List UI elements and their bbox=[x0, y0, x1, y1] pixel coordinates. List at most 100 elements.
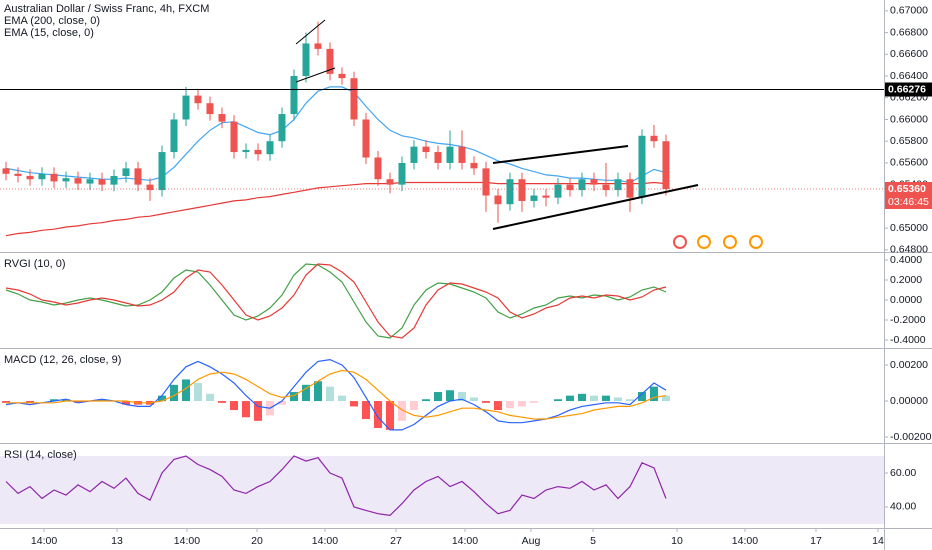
histogram-bar bbox=[661, 395, 670, 402]
histogram-bar bbox=[73, 401, 82, 403]
legend-entry: EMA (200, close, 0) bbox=[4, 15, 100, 27]
candle-body bbox=[374, 157, 382, 180]
last-price-box bbox=[885, 182, 932, 209]
histogram-bar bbox=[553, 399, 562, 402]
histogram-bar bbox=[241, 401, 250, 418]
histogram-bar bbox=[637, 392, 646, 402]
y-tick-label: 0.65600 bbox=[890, 157, 928, 169]
histogram-bar bbox=[61, 399, 70, 402]
histogram-bar bbox=[121, 401, 130, 405]
candle-body bbox=[158, 152, 166, 191]
histogram-bar bbox=[289, 392, 298, 402]
event-icons bbox=[673, 235, 763, 249]
histogram-bar bbox=[1, 401, 10, 403]
candle-body bbox=[458, 146, 466, 163]
candle-body bbox=[314, 43, 322, 49]
candle-body bbox=[110, 175, 118, 185]
y-tick-label: -0.00200 bbox=[890, 431, 932, 443]
y-tick-label: 0.2000 bbox=[890, 274, 922, 286]
histogram-bar bbox=[193, 383, 202, 402]
candle-body bbox=[566, 184, 574, 191]
candle-body bbox=[50, 173, 58, 182]
trend-line bbox=[492, 145, 629, 164]
y-tick-label: 40.00 bbox=[890, 501, 916, 513]
event-icon bbox=[673, 235, 687, 249]
histogram-bar bbox=[337, 395, 346, 402]
candle-body bbox=[482, 168, 490, 196]
candle-body bbox=[98, 179, 106, 185]
candle-body bbox=[506, 179, 514, 205]
histogram-bar bbox=[169, 384, 178, 402]
histogram-bar bbox=[493, 401, 502, 411]
histogram-bar bbox=[601, 395, 610, 402]
candle-body bbox=[602, 184, 610, 191]
candle-body bbox=[62, 178, 70, 182]
candle-body bbox=[626, 179, 634, 198]
histogram-bar bbox=[589, 395, 598, 402]
countdown-label: 03:46:45 bbox=[888, 196, 929, 208]
y-tick-label: 0.4000 bbox=[890, 254, 922, 266]
histogram-bar bbox=[313, 381, 322, 402]
indicator-line bbox=[5, 263, 667, 339]
x-tick-label: 17 bbox=[810, 535, 822, 547]
histogram-bar bbox=[253, 401, 262, 421]
histogram-bar bbox=[301, 384, 310, 402]
candle-body bbox=[38, 173, 46, 180]
histogram-bar bbox=[433, 392, 442, 402]
histogram-bar bbox=[445, 390, 454, 402]
histogram-bar bbox=[421, 399, 430, 402]
histogram-bar bbox=[385, 401, 394, 430]
candle-body bbox=[74, 178, 82, 184]
histogram-bar bbox=[481, 401, 490, 403]
histogram-bar bbox=[229, 401, 238, 411]
legend-entry: EMA (15, close, 0) bbox=[4, 27, 94, 39]
histogram-bar bbox=[505, 401, 514, 409]
candle-body bbox=[242, 149, 250, 153]
y-tick-label: -0.2000 bbox=[890, 314, 926, 326]
x-tick-label: 14 bbox=[872, 535, 884, 547]
candle-body bbox=[530, 195, 538, 201]
candle-body bbox=[230, 121, 238, 153]
histogram-bar bbox=[325, 386, 334, 402]
candle-body bbox=[170, 119, 178, 153]
histogram-bar bbox=[613, 397, 622, 402]
candle-body bbox=[338, 73, 346, 79]
y-tick-label: 0.66600 bbox=[890, 48, 928, 60]
y-tick-label: 0.0000 bbox=[890, 294, 922, 306]
candle-body bbox=[470, 162, 478, 169]
y-tick-label: 0.67000 bbox=[890, 5, 928, 17]
candle-body bbox=[398, 162, 406, 185]
candle-body bbox=[290, 76, 298, 115]
y-tick-label: 0.66000 bbox=[890, 113, 928, 125]
pane-title: RVGI (10, 0) bbox=[4, 258, 66, 270]
candle-body bbox=[206, 103, 214, 115]
indicator-line bbox=[5, 455, 667, 517]
histogram-bar bbox=[649, 386, 658, 402]
histogram-bar bbox=[181, 379, 190, 402]
y-tick-label: 0.64800 bbox=[890, 244, 928, 256]
y-tick-label: 60.00 bbox=[890, 467, 916, 479]
histogram-bar bbox=[517, 401, 526, 407]
candle-body bbox=[554, 184, 562, 198]
histogram-bar bbox=[25, 401, 34, 403]
event-icon bbox=[749, 235, 763, 249]
candle-body bbox=[254, 149, 262, 155]
candle-body bbox=[362, 119, 370, 158]
x-tick-label: 5 bbox=[590, 535, 596, 547]
trend-line bbox=[295, 67, 336, 83]
candle-body bbox=[266, 141, 274, 155]
candle-body bbox=[122, 168, 130, 176]
price-line-label: 0.66276 bbox=[888, 83, 926, 95]
histogram-bar bbox=[529, 401, 538, 403]
trend-line bbox=[492, 184, 699, 230]
candle-body bbox=[542, 195, 550, 198]
last-price-label: 0.65360 bbox=[888, 183, 926, 195]
price-line-box bbox=[885, 82, 932, 97]
x-tick-label: 14:00 bbox=[174, 535, 200, 547]
histogram-bar bbox=[397, 401, 406, 421]
y-tick-label: 0.66400 bbox=[890, 70, 928, 82]
rsi-band bbox=[0, 456, 884, 524]
candle-body bbox=[14, 173, 22, 176]
candle-body bbox=[518, 179, 526, 201]
